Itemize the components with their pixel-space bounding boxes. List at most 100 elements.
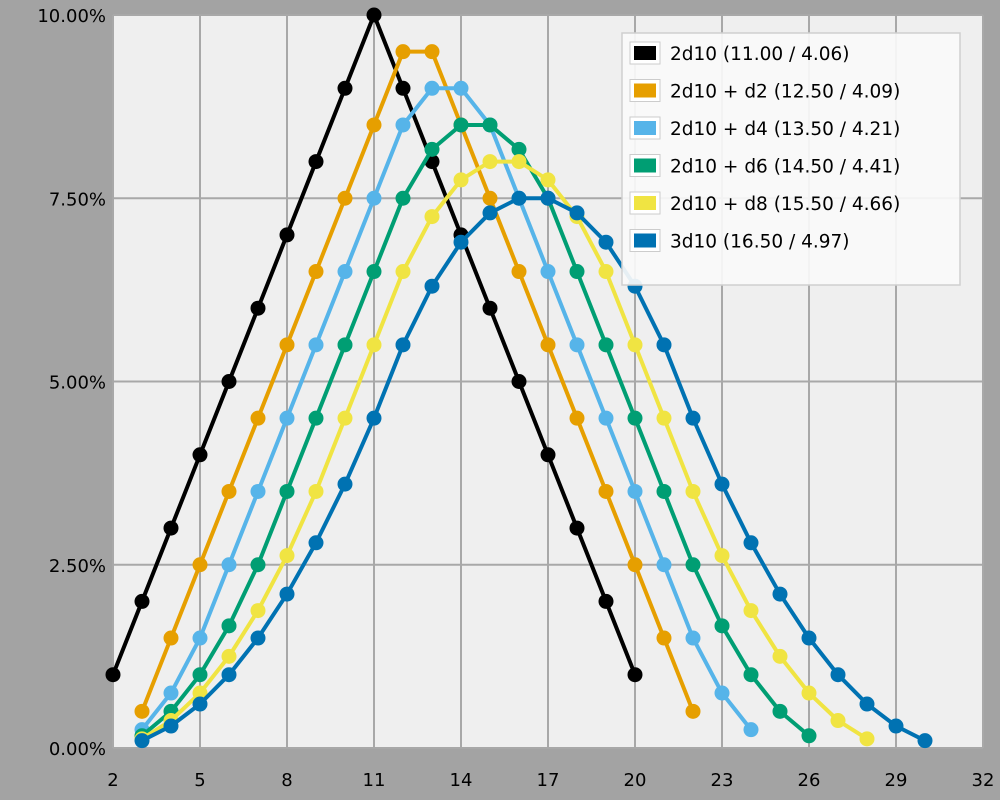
data-point xyxy=(395,117,411,133)
data-point xyxy=(134,703,150,719)
data-point xyxy=(772,648,788,664)
data-point xyxy=(801,685,817,701)
data-point xyxy=(598,264,614,280)
data-point xyxy=(540,264,556,280)
data-point xyxy=(308,264,324,280)
x-tick-label: 2 xyxy=(107,770,118,791)
x-tick-label: 14 xyxy=(450,770,473,791)
data-point xyxy=(250,603,266,619)
x-tick-label: 8 xyxy=(281,770,292,791)
data-point xyxy=(337,80,353,96)
y-tick-label: 0.00% xyxy=(49,739,106,760)
data-point xyxy=(540,190,556,206)
series-line xyxy=(140,49,695,713)
data-point xyxy=(627,483,643,499)
data-point xyxy=(656,557,672,573)
data-point xyxy=(366,337,382,353)
data-point xyxy=(656,483,672,499)
data-point xyxy=(250,630,266,646)
data-point xyxy=(598,410,614,426)
legend-label: 2d10 + d8 (15.50 / 4.66) xyxy=(670,194,900,215)
legend-swatch xyxy=(634,158,656,173)
data-point xyxy=(511,141,527,157)
data-point xyxy=(685,410,701,426)
data-point xyxy=(337,476,353,492)
data-point xyxy=(482,117,498,133)
data-point xyxy=(917,733,933,749)
data-point xyxy=(772,586,788,602)
data-point xyxy=(482,205,498,221)
series-line xyxy=(140,122,811,738)
x-tick-label: 23 xyxy=(711,770,734,791)
axis-ticks: 2 5 8 11 14 17 20 23 26 29 32 0.00% 2.50% 5.00% 7.50% 1… xyxy=(37,6,994,791)
data-point xyxy=(221,557,237,573)
data-point xyxy=(453,234,469,250)
data-point xyxy=(192,447,208,463)
data-point xyxy=(366,264,382,280)
y-tick-label: 2.50% xyxy=(49,556,106,577)
data-point xyxy=(540,447,556,463)
data-point xyxy=(279,548,295,564)
data-point xyxy=(453,117,469,133)
y-tick-label: 7.50% xyxy=(49,189,106,210)
data-point xyxy=(192,557,208,573)
x-tick-label: 17 xyxy=(537,770,560,791)
data-point xyxy=(163,520,179,536)
data-point xyxy=(395,80,411,96)
data-point xyxy=(163,685,179,701)
data-point xyxy=(337,410,353,426)
data-point xyxy=(395,44,411,60)
data-point xyxy=(424,80,440,96)
series-group xyxy=(105,7,933,749)
series-line xyxy=(140,159,869,741)
legend-box xyxy=(621,32,961,286)
data-point xyxy=(511,154,527,170)
data-point xyxy=(221,618,237,634)
data-point xyxy=(685,630,701,646)
data-point xyxy=(453,80,469,96)
data-point xyxy=(569,410,585,426)
y-tick-label: 5.00% xyxy=(49,373,106,394)
data-point xyxy=(685,557,701,573)
data-point xyxy=(308,337,324,353)
legend-swatch xyxy=(634,46,656,60)
x-tick-label: 20 xyxy=(624,770,647,791)
data-point xyxy=(482,154,498,170)
data-point xyxy=(134,733,150,749)
data-point xyxy=(511,190,527,206)
data-point xyxy=(598,234,614,250)
data-point xyxy=(395,264,411,280)
x-tick-label: 32 xyxy=(972,770,995,791)
data-point xyxy=(337,190,353,206)
data-point xyxy=(685,483,701,499)
data-point xyxy=(337,264,353,280)
data-point xyxy=(366,190,382,206)
data-point xyxy=(163,718,179,734)
data-point xyxy=(192,696,208,712)
series-line xyxy=(140,86,753,731)
data-point xyxy=(888,718,904,734)
data-point xyxy=(859,696,875,712)
data-point xyxy=(366,410,382,426)
data-point xyxy=(192,630,208,646)
data-point xyxy=(279,410,295,426)
data-point xyxy=(424,44,440,60)
data-point xyxy=(163,630,179,646)
data-point xyxy=(743,667,759,683)
data-point xyxy=(424,209,440,225)
data-point xyxy=(250,557,266,573)
data-point xyxy=(714,618,730,634)
data-point xyxy=(801,630,817,646)
legend-swatch xyxy=(634,121,656,135)
x-tick-label: 26 xyxy=(798,770,821,791)
legend-label: 2d10 + d4 (13.50 / 4.21) xyxy=(670,119,900,140)
data-point xyxy=(395,190,411,206)
x-tick-label: 29 xyxy=(885,770,908,791)
series-0 xyxy=(105,7,643,683)
data-point xyxy=(743,603,759,619)
data-point xyxy=(221,667,237,683)
data-point xyxy=(424,141,440,157)
data-point xyxy=(685,703,701,719)
data-point xyxy=(395,337,411,353)
